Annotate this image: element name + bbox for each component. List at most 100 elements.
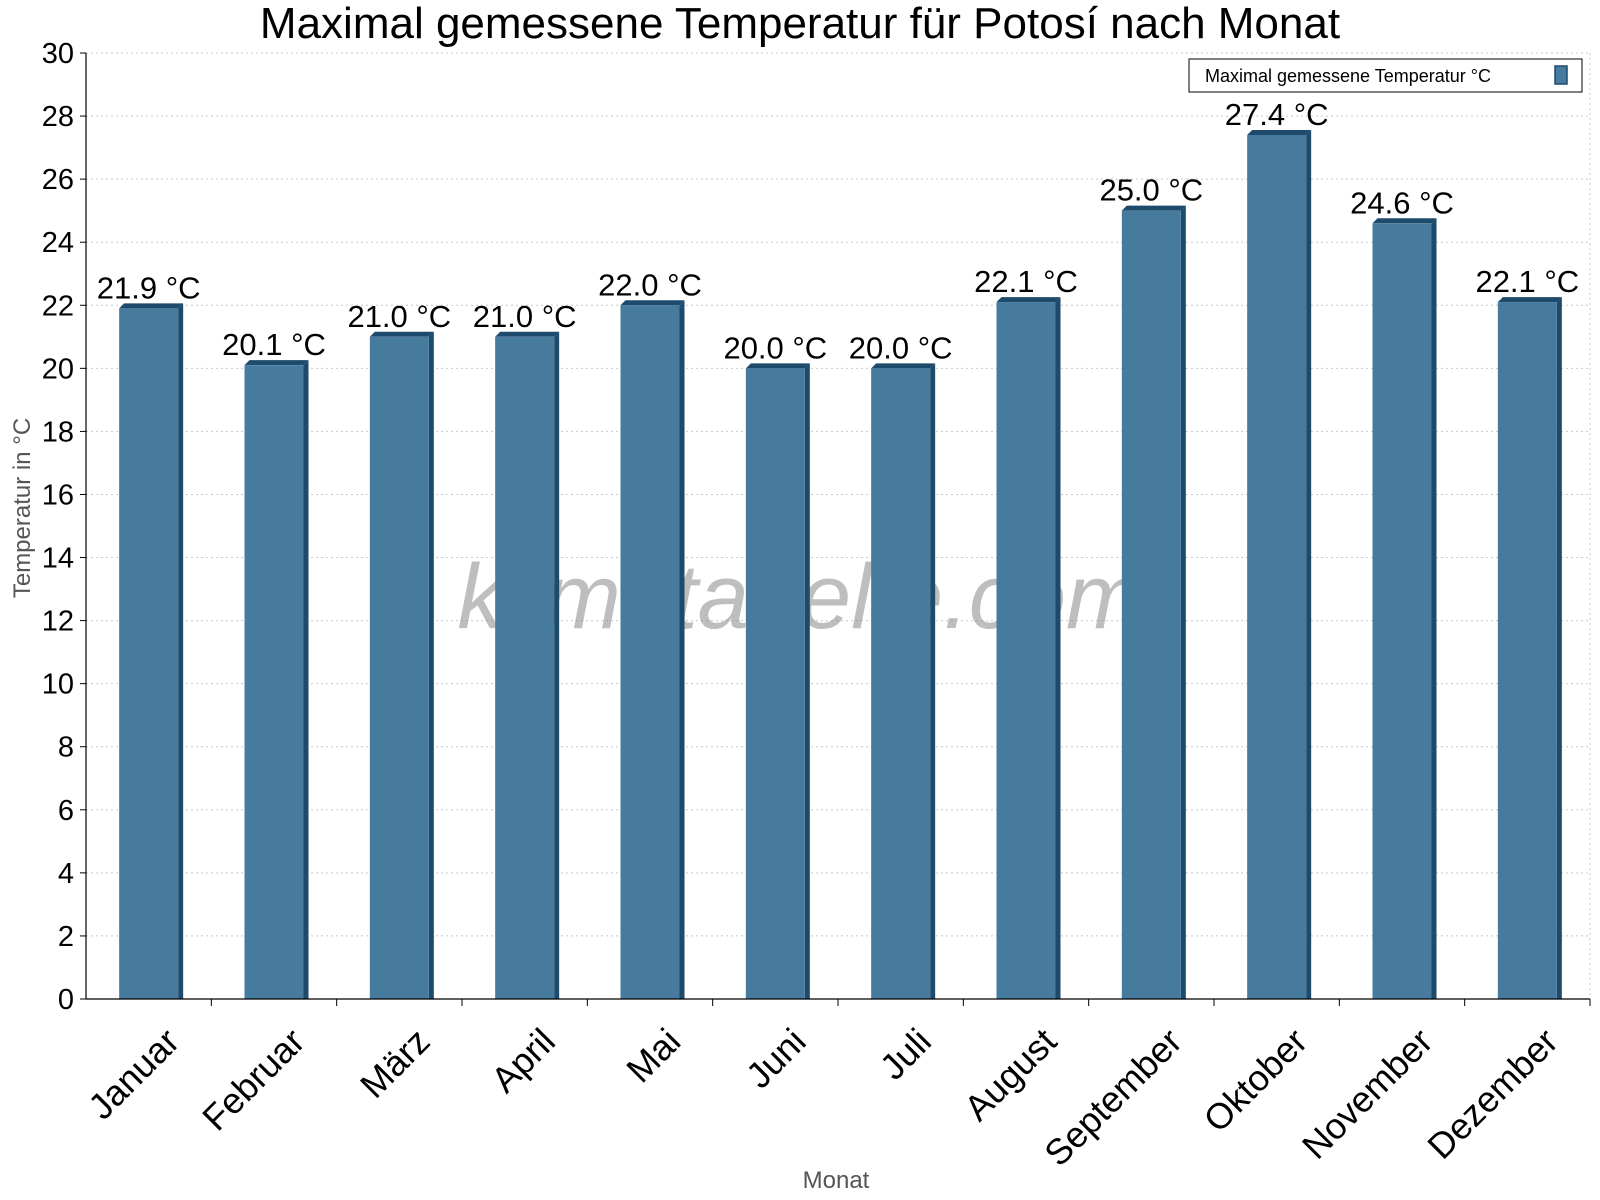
bar-side <box>178 303 184 999</box>
data-label: 20.0 °C <box>723 330 827 365</box>
y-tick-label: 8 <box>58 732 74 764</box>
y-tick-label: 30 <box>42 38 74 70</box>
axes <box>80 52 1591 1006</box>
data-label: 22.1 °C <box>1475 264 1579 299</box>
y-tick-label: 2 <box>58 921 74 953</box>
bar <box>1247 129 1312 999</box>
x-tick-label: September <box>1036 1020 1190 1174</box>
y-tick-label: 22 <box>42 290 74 322</box>
bar-front <box>871 368 931 999</box>
x-tick-label: August <box>956 1020 1064 1128</box>
bar-front <box>745 368 805 999</box>
x-tick-label: April <box>483 1020 563 1100</box>
y-tick-label: 18 <box>42 416 74 448</box>
bar-top <box>871 363 936 369</box>
x-tick-label: Februar <box>194 1020 312 1138</box>
bar-front <box>369 336 429 999</box>
y-tick-label: 4 <box>58 858 74 890</box>
bar-front <box>996 302 1056 999</box>
bar-top <box>620 300 685 306</box>
bar <box>1372 218 1437 999</box>
legend: Maximal gemessene Temperatur °C <box>1188 58 1583 93</box>
x-tick-label: Januar <box>80 1020 187 1127</box>
bar-side <box>930 363 936 999</box>
x-tick-label: November <box>1294 1020 1440 1166</box>
legend-box <box>1188 58 1583 93</box>
bar-top <box>745 363 810 369</box>
y-tick-label: 28 <box>42 101 74 133</box>
bar-side <box>679 300 685 999</box>
bar-top <box>495 331 560 337</box>
bar-front <box>620 305 680 999</box>
data-label: 27.4 °C <box>1225 97 1329 132</box>
y-tick-label: 24 <box>42 227 74 259</box>
data-label: 22.0 °C <box>598 267 702 302</box>
bar-front <box>1372 223 1432 999</box>
bar-top <box>244 360 309 366</box>
x-tick-label: Dezember <box>1419 1020 1565 1166</box>
legend-label: Maximal gemessene Temperatur °C <box>1205 66 1491 86</box>
bar-front <box>1121 210 1181 999</box>
bar-top <box>1121 205 1186 211</box>
data-label: 22.1 °C <box>974 264 1078 299</box>
bar <box>745 363 810 999</box>
y-tick-label: 14 <box>42 543 74 575</box>
bar <box>495 331 560 999</box>
y-tick-label: 20 <box>42 353 74 385</box>
y-tick-label: 16 <box>42 479 74 511</box>
bar-side <box>554 331 560 999</box>
legend-swatch <box>1554 65 1568 85</box>
bar-front <box>1247 134 1307 999</box>
bar-side <box>1055 297 1061 999</box>
x-tick-label: Oktober <box>1195 1020 1315 1140</box>
data-label: 21.9 °C <box>97 270 201 305</box>
bar-side <box>1431 218 1437 999</box>
bar-front <box>495 336 555 999</box>
bar <box>119 303 184 999</box>
bar-side <box>1180 205 1186 999</box>
chart-title: Maximal gemessene Temperatur für Potosí … <box>260 0 1340 48</box>
y-tick-label: 10 <box>42 669 74 701</box>
data-label: 24.6 °C <box>1350 185 1454 220</box>
grid <box>86 52 1591 999</box>
x-tick-labels: Januar Februar März April Mai Juni Juli AugustS… <box>80 1020 1566 1174</box>
y-tick-label: 0 <box>58 984 74 1016</box>
x-tick-label: März <box>352 1020 438 1106</box>
bar-side <box>303 360 309 999</box>
bar-side <box>1556 297 1562 999</box>
bar <box>996 297 1061 999</box>
y-tick-label: 6 <box>58 795 74 827</box>
bar-top <box>369 331 434 337</box>
bar <box>1121 205 1186 999</box>
x-tick-label: Juni <box>738 1020 814 1096</box>
bar-side <box>428 331 434 999</box>
bar-front <box>1497 302 1557 999</box>
y-axis-label: Temperatur in °C <box>9 418 36 598</box>
bar <box>369 331 434 999</box>
bar-front <box>244 365 304 999</box>
bar-series <box>119 129 1562 999</box>
x-tick-label: Mai <box>618 1020 688 1090</box>
data-labels: 21.9 °C 20.1 °C 21.0 °C 21.0 °C 22.0 °C 20.0 … <box>97 97 1579 365</box>
bar-top <box>119 303 184 309</box>
x-axis-label: Monat <box>803 1167 870 1194</box>
y-tick-label: 26 <box>42 164 74 196</box>
data-label: 25.0 °C <box>1099 173 1203 208</box>
data-label: 21.0 °C <box>473 299 577 334</box>
y-tick-label: 12 <box>42 606 74 638</box>
bar <box>244 360 309 999</box>
bar <box>1497 297 1562 999</box>
bar-side <box>804 363 810 999</box>
bar-side <box>1306 129 1312 999</box>
bar-top <box>1247 129 1312 135</box>
data-label: 20.1 °C <box>222 327 326 362</box>
data-label: 21.0 °C <box>347 299 451 334</box>
data-label: 20.0 °C <box>849 330 953 365</box>
bar-front <box>119 308 179 999</box>
bar-top <box>1497 297 1562 303</box>
bar <box>871 363 936 999</box>
x-tick-label: Juli <box>872 1020 939 1087</box>
bar-top <box>996 297 1061 303</box>
